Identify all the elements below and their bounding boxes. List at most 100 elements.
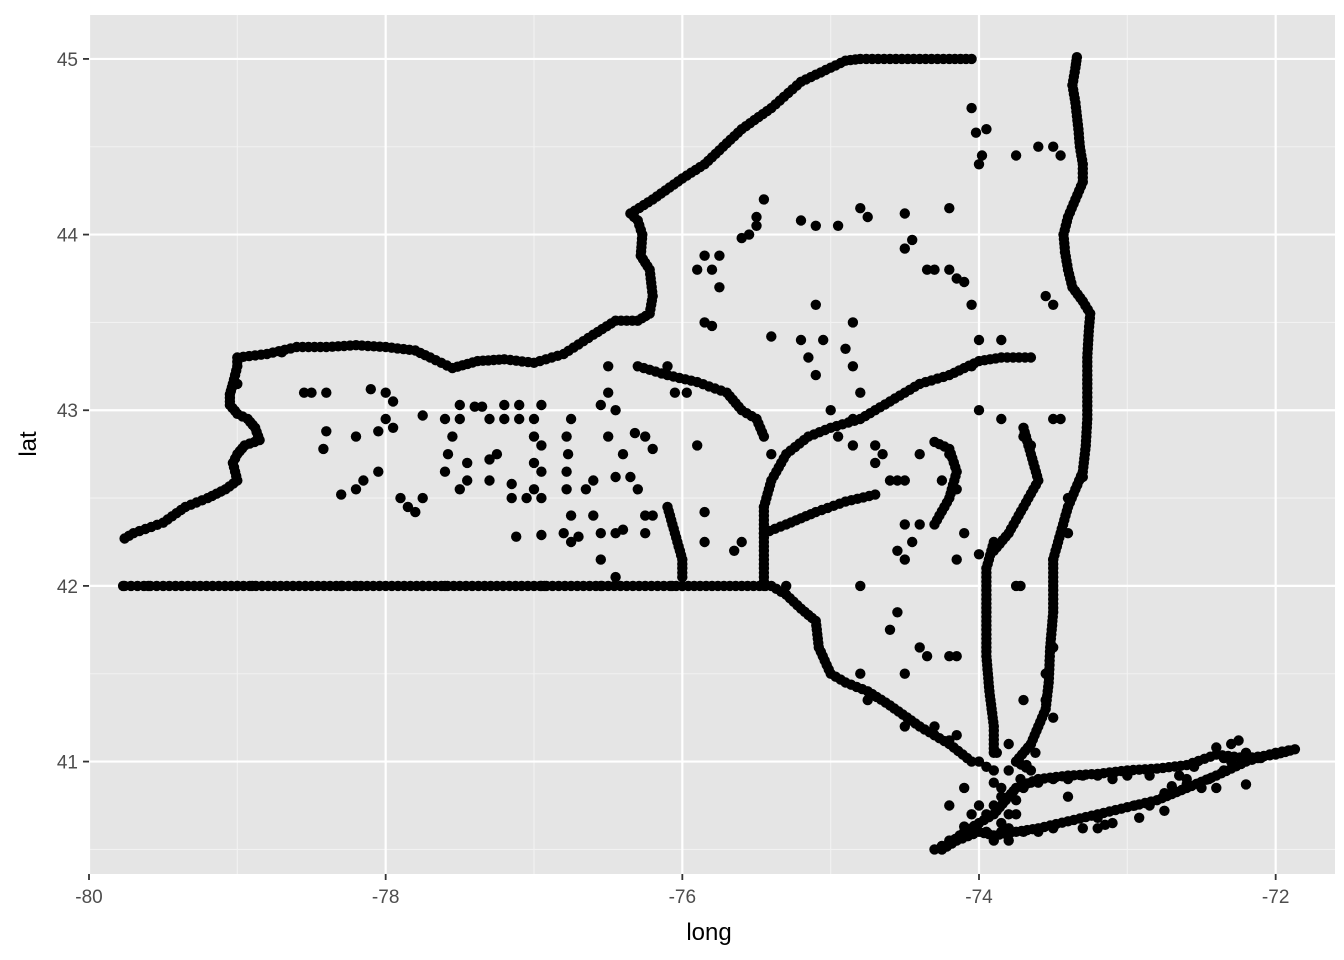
- data-point: [588, 510, 599, 521]
- data-point: [603, 361, 614, 372]
- data-point: [758, 580, 770, 592]
- data-point: [1003, 738, 1014, 750]
- data-point: [981, 809, 992, 820]
- data-point: [988, 777, 999, 788]
- data-point: [929, 436, 940, 448]
- data-point: [358, 475, 369, 486]
- data-point: [951, 651, 962, 662]
- data-point: [966, 53, 977, 65]
- data-point: [350, 580, 362, 592]
- data-point: [536, 399, 547, 411]
- data-point: [1015, 773, 1026, 785]
- data-point: [610, 471, 621, 483]
- data-point: [877, 449, 888, 460]
- data-point: [506, 478, 517, 490]
- data-point: [610, 571, 621, 583]
- data-point: [899, 554, 910, 565]
- data-point: [447, 431, 458, 442]
- data-point: [1144, 800, 1155, 811]
- data-point: [781, 580, 792, 592]
- data-point: [521, 492, 532, 504]
- data-point: [929, 721, 940, 732]
- data-point: [899, 243, 910, 254]
- x-axis: -80 -78 -76 -74 -72: [75, 874, 1289, 908]
- data-point: [921, 264, 933, 275]
- data-point: [944, 449, 955, 460]
- data-point: [699, 536, 710, 548]
- data-point: [847, 361, 859, 372]
- data-point: [1048, 554, 1059, 565]
- data-point: [825, 405, 836, 416]
- data-point: [766, 331, 777, 342]
- data-point: [1010, 756, 1022, 767]
- data-point: [1062, 791, 1074, 802]
- data-point: [862, 211, 873, 223]
- data-point: [318, 443, 329, 455]
- data-point: [1025, 777, 1037, 788]
- data-point: [536, 440, 547, 451]
- data-point: [988, 800, 999, 811]
- data-point: [506, 492, 517, 504]
- data-point: [1174, 770, 1185, 781]
- x-tick-label: -80: [75, 887, 102, 908]
- data-point: [380, 387, 391, 398]
- data-point: [1010, 795, 1022, 806]
- data-point: [855, 580, 866, 592]
- data-point: [892, 607, 903, 618]
- data-point: [706, 264, 718, 275]
- x-tick-label: -72: [1262, 887, 1289, 908]
- data-point: [1055, 150, 1066, 161]
- data-point: [929, 844, 940, 855]
- data-point: [944, 800, 955, 811]
- data-point: [1218, 765, 1230, 776]
- data-point: [981, 124, 992, 135]
- data-point: [454, 484, 465, 495]
- data-point: [298, 387, 310, 398]
- data-point: [681, 387, 692, 398]
- data-point: [944, 651, 955, 662]
- data-point: [595, 554, 606, 565]
- data-point: [1255, 752, 1267, 764]
- data-point: [959, 528, 970, 539]
- data-point: [1129, 800, 1140, 811]
- data-point: [810, 299, 821, 310]
- data-points: [117, 52, 1301, 855]
- data-point: [692, 264, 703, 275]
- data-point: [1033, 141, 1044, 152]
- data-point: [321, 387, 332, 398]
- data-point: [795, 215, 807, 226]
- data-point: [751, 220, 762, 231]
- data-point: [892, 545, 903, 556]
- data-point: [944, 835, 955, 846]
- data-point: [706, 320, 718, 332]
- data-point: [973, 405, 985, 416]
- data-point: [1030, 747, 1041, 758]
- data-point: [855, 203, 866, 214]
- data-point: [758, 194, 770, 205]
- data-point: [1040, 290, 1051, 302]
- data-point: [1166, 781, 1178, 792]
- data-point: [847, 440, 859, 451]
- data-point: [996, 334, 1007, 346]
- data-point: [1092, 812, 1103, 823]
- y-tick-label: 42: [57, 577, 78, 598]
- data-point: [1062, 773, 1074, 785]
- data-point: [973, 334, 985, 346]
- data-point: [996, 791, 1007, 802]
- data-point: [1211, 782, 1222, 794]
- data-point: [714, 282, 725, 293]
- data-point: [855, 387, 866, 398]
- minor-gridlines: [89, 15, 1335, 874]
- data-point: [484, 475, 495, 486]
- data-point: [1010, 150, 1022, 161]
- data-point: [336, 489, 347, 500]
- data-point: [640, 510, 651, 521]
- data-point: [395, 492, 406, 504]
- data-point: [484, 413, 495, 425]
- data-point: [484, 454, 495, 465]
- data-point: [439, 466, 451, 477]
- data-point: [751, 211, 762, 223]
- data-point: [936, 475, 948, 486]
- data-point: [929, 264, 940, 275]
- data-point: [462, 457, 473, 469]
